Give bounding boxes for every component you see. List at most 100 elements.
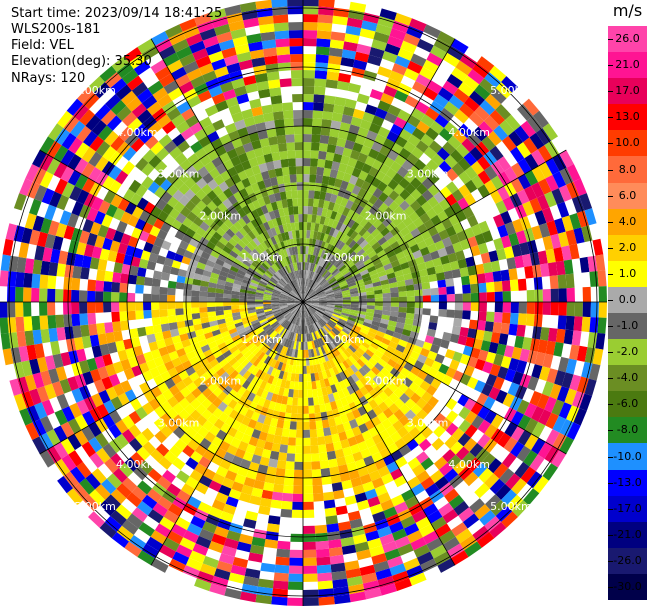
range-gate <box>319 191 327 201</box>
range-gate <box>449 260 460 271</box>
range-gate <box>340 180 349 190</box>
range-gate <box>323 312 332 318</box>
range-gate <box>116 525 134 542</box>
range-gate <box>434 264 444 274</box>
range-gate <box>212 363 223 373</box>
range-gate <box>401 489 415 502</box>
range-gate <box>295 302 303 305</box>
range-gate <box>378 401 389 412</box>
range-gate <box>592 238 604 256</box>
range-gate <box>308 270 312 279</box>
range-gate <box>223 293 232 299</box>
range-gate <box>392 570 410 584</box>
range-gate <box>288 340 293 349</box>
range-gate <box>284 380 291 389</box>
range-gate <box>112 272 122 283</box>
range-gate <box>194 328 205 337</box>
range-gate <box>242 336 252 345</box>
range-gate <box>268 384 276 394</box>
range-gate <box>119 311 128 322</box>
range-gate <box>103 302 112 313</box>
range-gate <box>289 549 303 558</box>
range-gate <box>276 460 287 470</box>
range-gate <box>294 134 303 143</box>
range-gate <box>377 358 388 368</box>
range-gate <box>280 354 286 363</box>
range-gate <box>310 158 319 167</box>
range-gate <box>307 278 311 287</box>
range-gate <box>298 309 302 318</box>
range-gate <box>366 308 375 314</box>
range-gate <box>57 476 73 494</box>
range-gate <box>444 244 456 255</box>
range-gate <box>348 344 357 353</box>
range-gate <box>445 225 457 237</box>
range-gate <box>406 307 415 314</box>
range-gate <box>229 331 239 339</box>
range-gate <box>277 361 284 371</box>
range-gate <box>389 28 407 41</box>
range-gate <box>352 484 365 496</box>
range-gate <box>287 300 295 302</box>
range-gate <box>314 78 327 88</box>
range-gate <box>31 287 40 302</box>
range-gate <box>66 338 77 352</box>
range-gate <box>160 425 173 438</box>
colorbar-tick <box>608 586 613 588</box>
range-gate <box>41 399 55 416</box>
range-gate <box>478 220 490 234</box>
range-gate <box>353 195 363 205</box>
range-gate <box>425 107 440 121</box>
range-gate <box>269 330 277 338</box>
range-gate <box>427 196 439 208</box>
range-gate <box>316 556 331 566</box>
range-gate <box>328 55 342 65</box>
range-gate <box>332 186 341 196</box>
range-gate <box>178 240 189 250</box>
range-gate <box>333 489 345 500</box>
range-gate <box>227 399 238 410</box>
range-gate <box>64 326 74 340</box>
range-gate <box>531 421 546 438</box>
range-gate <box>325 385 333 395</box>
range-gate <box>168 558 186 573</box>
range-gate <box>328 227 336 237</box>
range-gate <box>283 420 291 430</box>
range-gate <box>345 199 354 210</box>
range-gate <box>154 405 167 418</box>
range-gate <box>368 379 378 389</box>
range-gate <box>320 345 326 355</box>
range-gate <box>326 295 335 299</box>
range-gate <box>517 430 532 446</box>
range-gate <box>316 288 324 294</box>
range-gate <box>462 302 471 311</box>
range-gate <box>484 165 498 180</box>
range-gate <box>514 255 525 269</box>
range-gate <box>467 457 482 472</box>
range-gate <box>213 263 223 271</box>
range-gate <box>319 460 330 470</box>
range-gate <box>166 407 179 420</box>
range-gate <box>389 282 398 289</box>
range-gate <box>455 60 473 76</box>
range-gate <box>407 259 418 268</box>
range-gate <box>238 331 248 338</box>
range-gate <box>323 167 332 177</box>
range-gate <box>314 331 320 340</box>
range-gate <box>365 312 375 317</box>
range-gate <box>251 454 262 465</box>
range-gate <box>354 160 365 171</box>
range-gate <box>398 307 407 313</box>
range-gate <box>399 128 412 141</box>
range-gate <box>342 308 351 312</box>
range-gate <box>416 120 430 134</box>
range-gate <box>231 308 240 314</box>
range-gate <box>538 178 552 195</box>
range-ring-label: 2.00km <box>365 209 407 222</box>
range-gate <box>42 247 53 262</box>
range-gate <box>511 244 523 258</box>
range-gate <box>358 266 368 273</box>
range-gate <box>538 409 552 426</box>
range-gate <box>423 87 439 101</box>
range-gate <box>321 281 329 288</box>
